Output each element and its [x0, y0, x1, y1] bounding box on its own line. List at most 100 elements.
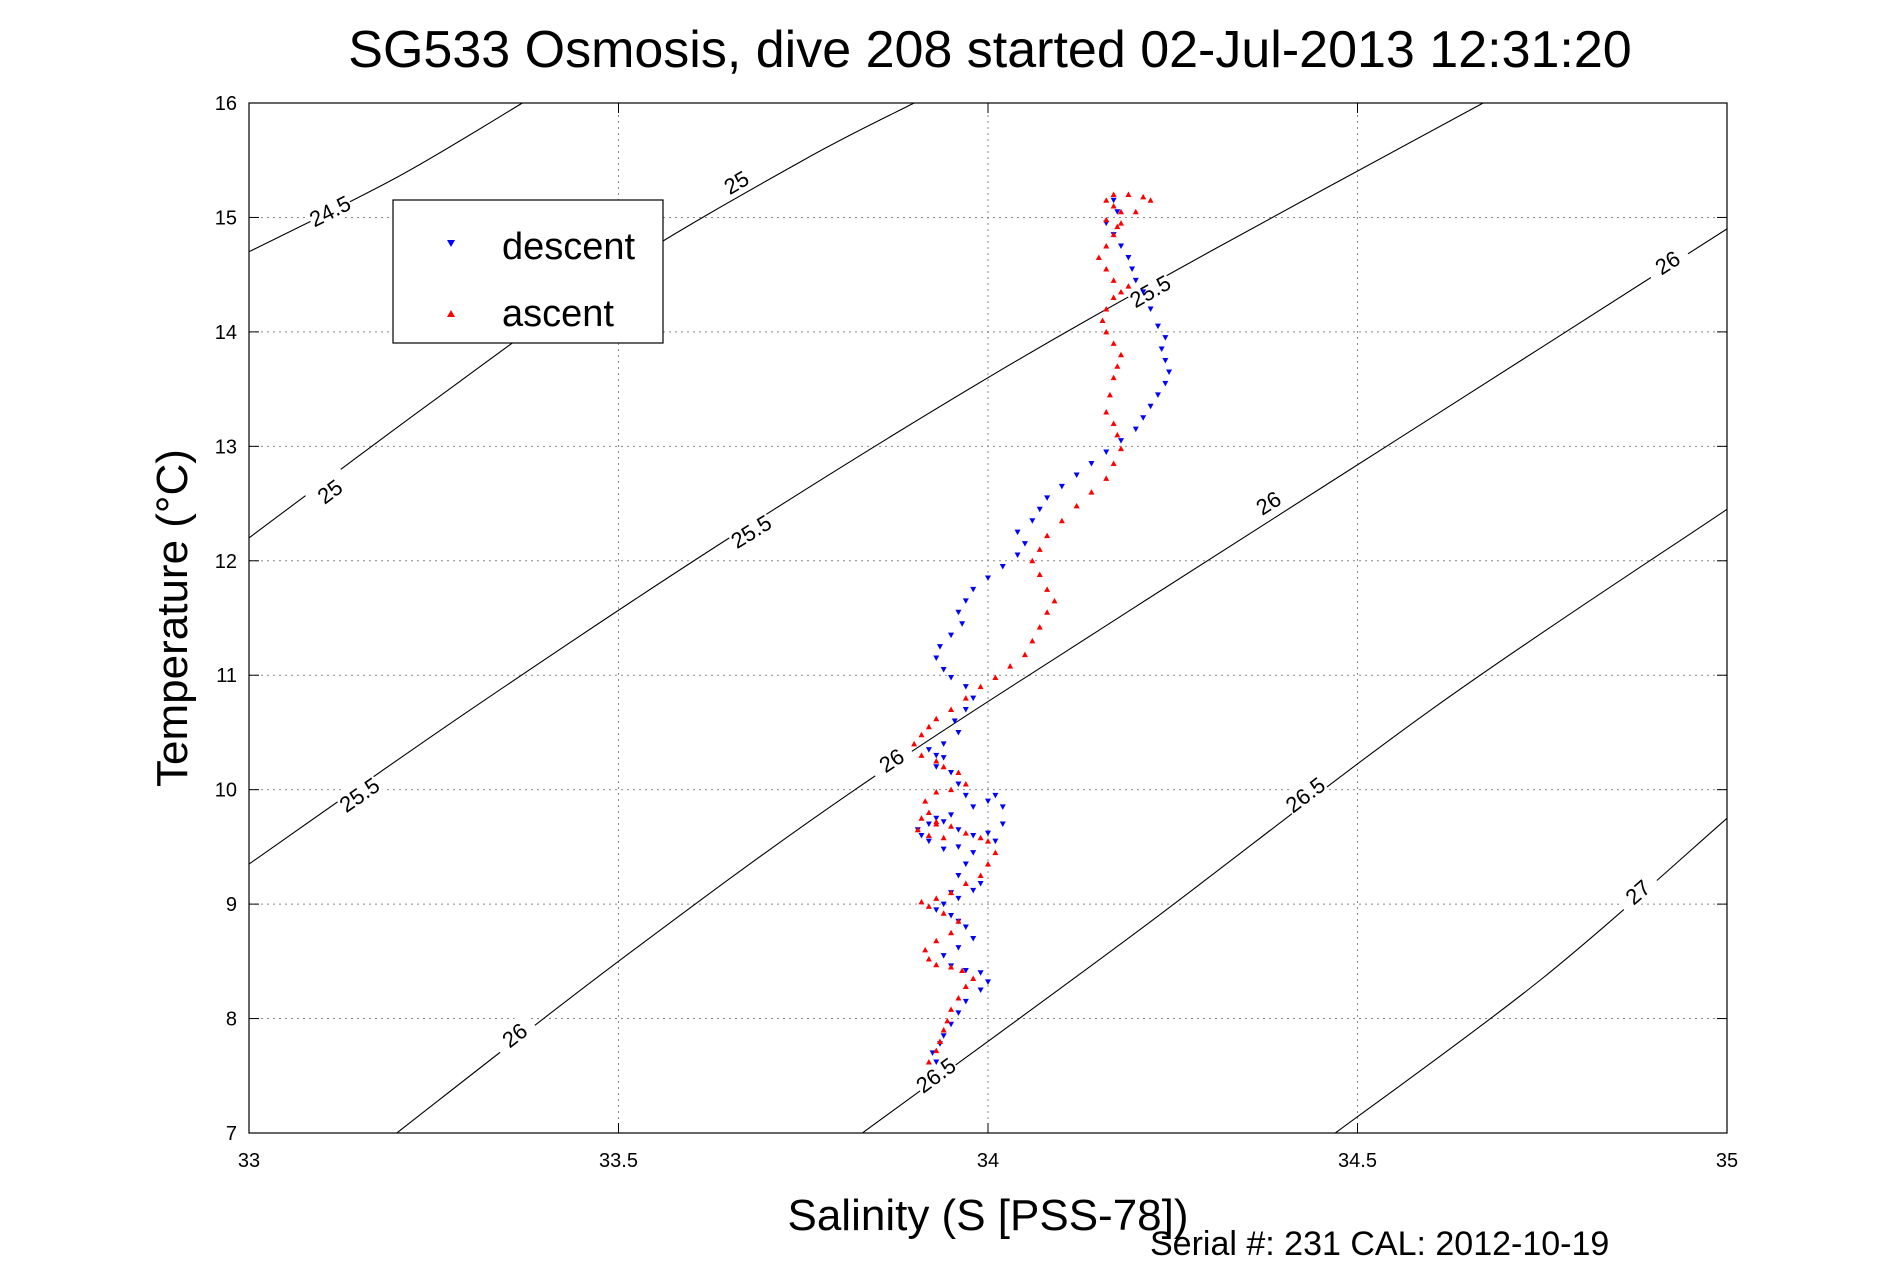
descent-point	[1132, 426, 1139, 433]
contour-label-mask	[333, 771, 384, 817]
ascent-point	[948, 786, 955, 793]
ascent-point	[918, 731, 925, 738]
ascent-point	[1106, 391, 1113, 398]
ascent-point	[925, 903, 932, 909]
descent-point	[970, 887, 977, 894]
descent-point	[970, 586, 977, 593]
density-contour-25.5	[248, 102, 1484, 865]
descent-point	[977, 970, 984, 976]
descent-point	[933, 1059, 940, 1066]
ascent-point	[1110, 231, 1117, 238]
descent-point	[959, 621, 966, 627]
y-tick-label: 12	[215, 551, 237, 573]
ascent-point	[1036, 571, 1043, 578]
y-tick-label: 16	[215, 93, 237, 115]
contour-label-mask	[725, 508, 776, 553]
ascent-point	[911, 740, 918, 747]
series-ascent	[911, 191, 1154, 1065]
ascent-point	[1044, 609, 1051, 615]
descent-point	[970, 850, 977, 856]
descent-point	[962, 998, 969, 1005]
ascent-point	[925, 1059, 932, 1065]
descent-point	[948, 632, 955, 639]
descent-point	[985, 979, 991, 985]
descent-point	[1140, 289, 1147, 295]
ascent-point	[1110, 340, 1117, 346]
ascent-point	[1044, 532, 1051, 539]
descent-point	[962, 598, 969, 604]
ascent-point	[1103, 409, 1110, 415]
ascent-point	[1110, 203, 1117, 209]
descent-point	[1118, 243, 1125, 250]
legend-label-ascent: ascent	[502, 293, 614, 335]
ascent-point	[985, 838, 991, 844]
ascent-point	[1114, 223, 1121, 230]
descent-point	[1147, 306, 1154, 312]
descent-point	[955, 729, 962, 736]
descent-point	[962, 792, 969, 799]
descent-point	[933, 752, 940, 759]
density-contour-27	[1335, 817, 1728, 1134]
y-tick-label: 10	[215, 780, 237, 802]
descent-point	[1036, 506, 1043, 513]
descent-point	[962, 684, 969, 690]
descent-point	[970, 695, 977, 702]
ascent-point	[1095, 254, 1102, 260]
y-tick-label: 7	[226, 1123, 237, 1145]
descent-point	[1110, 197, 1117, 204]
descent-point	[1154, 392, 1161, 398]
ascent-point	[962, 880, 969, 887]
ascent-point	[1103, 328, 1110, 335]
ascent-point	[992, 674, 999, 681]
descent-point	[1140, 415, 1147, 421]
descent-point	[962, 967, 969, 974]
descent-point	[985, 830, 991, 837]
ascent-point	[925, 832, 932, 838]
y-tick-label: 8	[226, 1009, 237, 1031]
ascent-point	[933, 758, 940, 764]
ascent-point	[1103, 216, 1110, 223]
density-contour-26	[396, 228, 1728, 1134]
ascent-point	[955, 918, 962, 924]
series-descent	[914, 197, 1173, 1066]
descent-point	[1014, 529, 1021, 536]
contour-label-mask	[1612, 867, 1662, 915]
ascent-point	[977, 683, 984, 690]
descent-point	[985, 575, 991, 581]
x-tick-label: 34	[977, 1150, 999, 1172]
descent-point	[936, 644, 943, 650]
ascent-point	[1118, 220, 1125, 226]
ascent-point	[955, 994, 962, 1001]
ascent-point	[918, 752, 925, 758]
ascent-point	[1118, 445, 1125, 452]
descent-point	[1103, 449, 1110, 456]
ascent-point	[933, 715, 940, 722]
descent-point	[948, 913, 955, 919]
descent-point	[940, 953, 947, 959]
ascent-point	[985, 861, 991, 867]
descent-point	[1154, 323, 1161, 330]
ascent-point	[940, 834, 947, 841]
descent-point	[925, 838, 932, 845]
x-tick-label: 34.5	[1338, 1150, 1377, 1172]
ascent-point	[1088, 489, 1095, 495]
ascent-point	[962, 830, 969, 836]
descent-point	[970, 832, 977, 839]
ascent-point	[1058, 517, 1065, 524]
descent-point	[933, 764, 940, 770]
ascent-point	[992, 849, 999, 856]
y-tick-label: 14	[215, 322, 237, 344]
ascent-point	[1103, 197, 1110, 203]
x-axis-label: Salinity (S [PSS-78])	[787, 1191, 1188, 1240]
descent-point	[1044, 495, 1051, 501]
descent-point	[999, 821, 1006, 827]
ascent-point	[948, 823, 955, 829]
ascent-point	[918, 898, 925, 905]
descent-point	[1129, 266, 1136, 272]
descent-point	[955, 844, 962, 850]
ascent-point	[933, 1047, 940, 1054]
descent-point	[1058, 483, 1065, 490]
descent-point	[1114, 209, 1121, 215]
contour-label-mask	[865, 737, 916, 782]
descent-point	[999, 804, 1006, 810]
